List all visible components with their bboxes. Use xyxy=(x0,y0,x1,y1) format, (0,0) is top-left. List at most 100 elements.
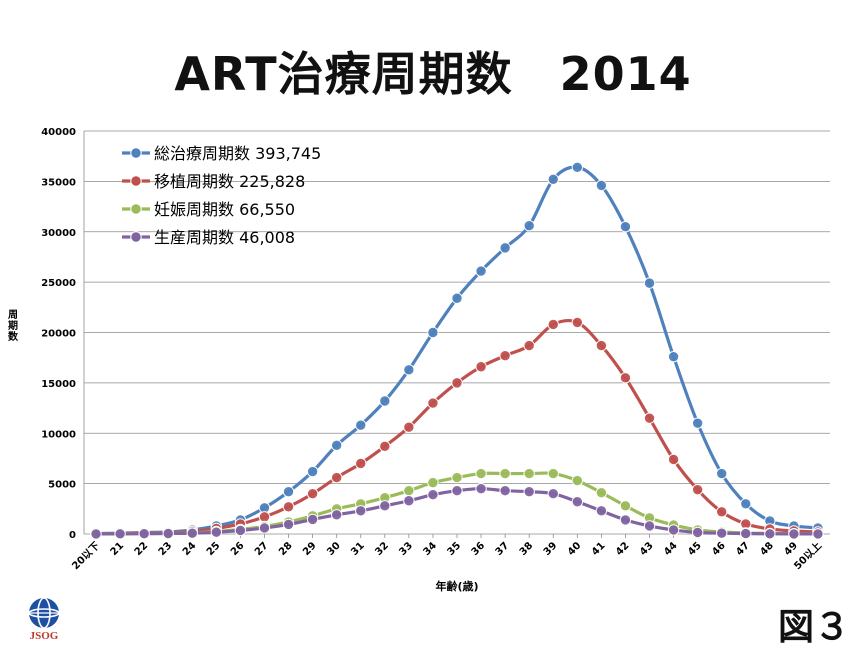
legend-label: 妊娠周期数 66,550 xyxy=(154,200,295,219)
data-point xyxy=(138,527,150,540)
data-point xyxy=(451,292,463,304)
legend-label: 生産周期数 46,008 xyxy=(154,228,295,247)
data-point xyxy=(643,412,656,424)
data-point xyxy=(234,524,247,537)
x-tick-label: 42 xyxy=(614,540,632,558)
data-point xyxy=(667,524,680,536)
data-point xyxy=(691,483,704,496)
data-point xyxy=(571,316,584,329)
data-point xyxy=(523,467,535,480)
data-point xyxy=(355,419,367,431)
x-tick-label: 40 xyxy=(566,540,584,558)
data-point xyxy=(716,467,728,480)
legend-marker xyxy=(130,231,142,243)
data-point xyxy=(716,506,728,518)
data-point xyxy=(403,364,415,376)
slide-title: ART治療周期数 2014 xyxy=(174,47,692,101)
data-point xyxy=(547,318,559,331)
data-point xyxy=(740,527,752,540)
data-point xyxy=(90,528,102,540)
data-point xyxy=(571,474,584,487)
data-point xyxy=(667,350,680,363)
data-point xyxy=(258,511,271,523)
data-point xyxy=(716,527,728,539)
data-point xyxy=(475,361,487,373)
x-tick-label: 36 xyxy=(470,540,488,558)
data-point xyxy=(547,173,559,186)
data-point xyxy=(595,486,608,499)
x-tick-label: 48 xyxy=(758,540,776,558)
x-tick-label: 44 xyxy=(662,540,680,558)
y-tick-labels: 0 5000 10000 15000 20000 25000 30000 35000 40000 xyxy=(41,127,76,541)
y-tick-label: 10000 xyxy=(41,429,76,440)
data-point xyxy=(355,457,367,470)
figure-label: 図３ xyxy=(777,607,850,648)
data-point xyxy=(523,339,535,352)
x-tick-label: 41 xyxy=(590,540,608,558)
data-point xyxy=(764,528,776,540)
data-point xyxy=(523,485,535,498)
x-tick-label: 35 xyxy=(445,540,463,558)
data-point xyxy=(306,488,319,500)
y-tick-label: 15000 xyxy=(41,379,76,390)
globe-icon xyxy=(28,597,60,629)
data-point xyxy=(571,161,584,173)
y-tick-label: 30000 xyxy=(41,228,76,239)
data-point xyxy=(451,377,463,389)
y-axis-label: 周期数 xyxy=(8,310,18,343)
x-tick-label: 21 xyxy=(109,540,127,558)
data-point xyxy=(330,509,343,521)
x-tick-label: 22 xyxy=(133,540,151,558)
data-point xyxy=(619,221,632,233)
data-point xyxy=(667,453,680,466)
data-point xyxy=(499,349,511,362)
data-point xyxy=(355,505,367,517)
x-tick-label: 38 xyxy=(518,540,536,558)
data-point xyxy=(379,395,391,407)
data-point xyxy=(595,339,608,352)
data-point xyxy=(523,220,535,232)
x-tick-label: 26 xyxy=(229,540,247,558)
y-tick-label: 25000 xyxy=(41,278,76,289)
data-point xyxy=(595,179,608,192)
data-point xyxy=(330,439,343,452)
x-tick-label: 43 xyxy=(638,540,656,558)
legend-label: 移植周期数 225,828 xyxy=(154,172,305,191)
data-point xyxy=(571,496,584,508)
x-tick-label: 45 xyxy=(686,540,704,558)
data-point xyxy=(643,277,656,289)
data-point xyxy=(451,484,463,497)
x-tick-label: 25 xyxy=(205,540,223,558)
data-point xyxy=(475,482,487,495)
series-line xyxy=(96,318,819,536)
data-point xyxy=(475,265,487,277)
gridlines xyxy=(83,130,830,538)
x-tick-label: 33 xyxy=(397,540,415,558)
legend-label: 総治療周期数 393,745 xyxy=(154,144,321,163)
x-tick-label: 34 xyxy=(421,540,439,558)
data-point xyxy=(740,498,752,510)
data-point xyxy=(330,471,343,484)
data-point xyxy=(282,501,295,513)
data-point xyxy=(499,484,511,497)
x-tick-labels: 20以下 21 22 23 24 25 26 27 28 29 30 31 32 33 34 35 36 37 38… xyxy=(70,539,824,572)
data-point xyxy=(788,528,800,540)
data-point xyxy=(812,528,824,540)
x-tick-label: 23 xyxy=(157,540,175,558)
data-point xyxy=(547,467,559,480)
data-point xyxy=(499,467,511,480)
x-tick-label: 32 xyxy=(373,540,391,558)
data-point xyxy=(451,471,463,484)
x-tick-label: 50以上 xyxy=(791,539,824,572)
x-tick-label: 46 xyxy=(710,540,728,558)
x-tick-label: 30 xyxy=(325,540,343,558)
jsog-logo: JSOG xyxy=(26,596,62,644)
x-tick-label: 49 xyxy=(782,540,800,558)
data-point xyxy=(379,500,391,512)
data-point xyxy=(162,527,174,540)
data-point xyxy=(403,495,415,507)
data-point xyxy=(547,488,559,500)
legend: 総治療周期数 393,745 移植周期数 225,828 妊娠周期数 66,550 生… xyxy=(122,144,321,247)
y-tick-label: 20000 xyxy=(41,329,76,340)
data-point xyxy=(186,527,198,539)
